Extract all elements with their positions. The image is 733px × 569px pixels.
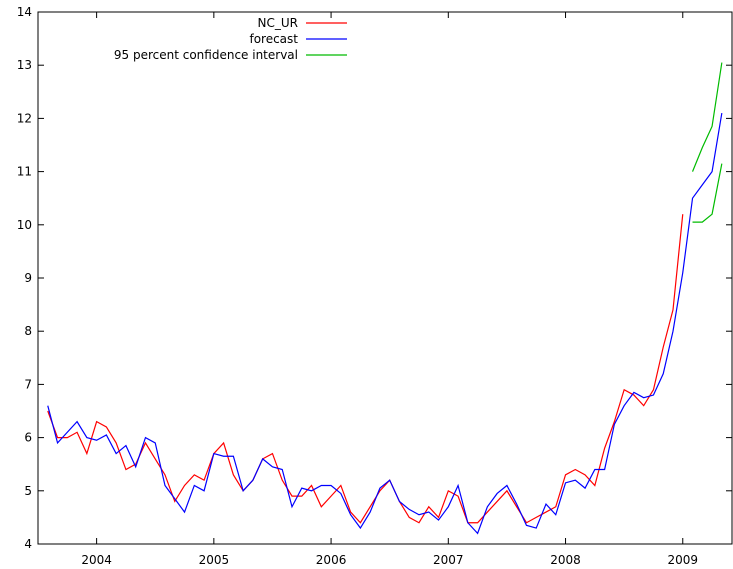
legend-label: forecast [249,32,298,46]
y-tick-label: 8 [24,324,32,338]
x-tick-label: 2005 [199,553,230,567]
x-tick-label: 2009 [667,553,698,567]
series-line-ci-lower [692,163,723,223]
series-line-forecast [47,112,723,535]
y-tick-label: 14 [17,5,32,19]
y-tick-label: 7 [24,377,32,391]
x-axis-ticks: 2004 2005 2006 2007 2008 2009 [81,12,698,567]
y-tick-label: 9 [24,271,32,285]
y-tick-label: 6 [24,431,32,445]
series-line-ci-upper [691,62,723,172]
x-tick-label: 2007 [433,553,464,567]
x-tick-label: 2006 [316,553,347,567]
y-axis-ticks: 4 5 6 7 8 9 10 11 12 13 14 [17,5,732,551]
y-tick-label: 11 [17,165,32,179]
plot-frame [37,11,733,545]
legend-label: NC_UR [258,16,298,30]
legend: NC_UR forecast 95 percent confidence inter… [114,16,347,62]
y-tick-label: 12 [17,111,32,125]
y-tick-label: 4 [24,537,32,551]
legend-label: 95 percent confidence interval [114,48,298,62]
y-tick-label: 10 [17,218,32,232]
y-tick-label: 13 [17,58,32,72]
y-tick-label: 5 [24,484,32,498]
series-lines [47,62,723,535]
series-line-nc-ur [47,214,684,524]
x-tick-label: 2008 [550,553,581,567]
x-tick-label: 2004 [81,553,112,567]
